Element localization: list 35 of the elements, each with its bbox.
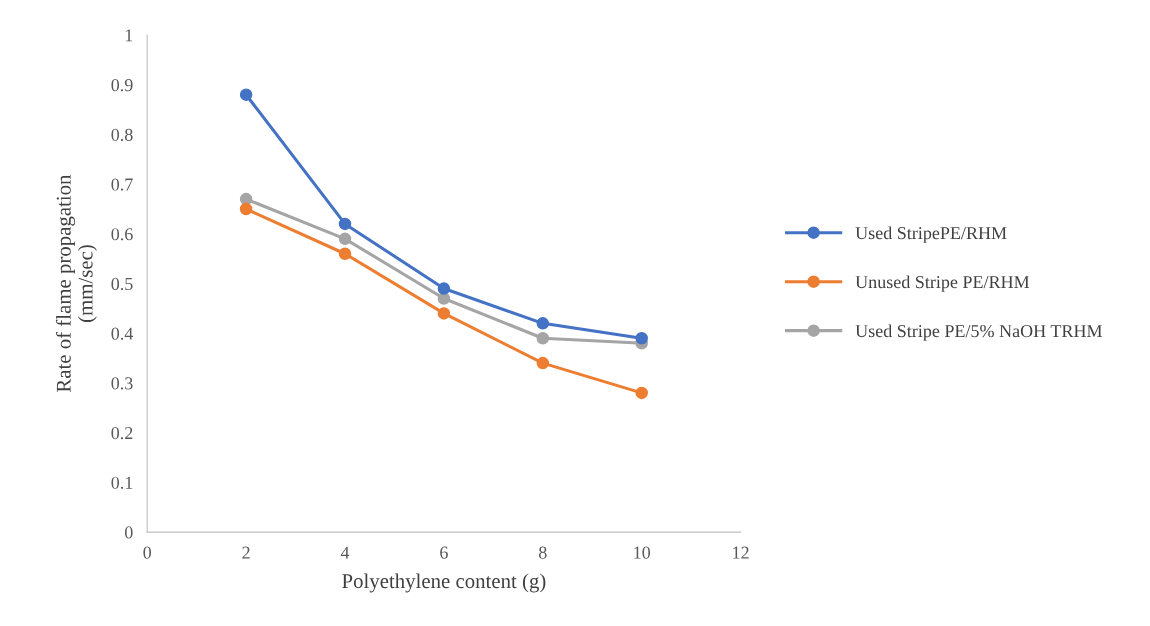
x-tick-label: 10 [634, 546, 651, 559]
point [239, 202, 253, 216]
x-axis-title: Polyethylene content (g) [342, 573, 546, 593]
y-tick-label: 0.9 [111, 79, 133, 92]
y-tick-label: 0 [124, 526, 133, 539]
y-tick-label: 0.2 [111, 426, 133, 440]
point [536, 332, 550, 345]
y-tick-label: 0.8 [111, 128, 133, 141]
x-tick-label: 12 [733, 546, 749, 559]
y-tick-label: 0.1 [111, 476, 133, 489]
point [338, 217, 352, 231]
y-tick-label: 0.5 [111, 277, 133, 291]
point [635, 386, 648, 400]
y-tick-label: 0.3 [111, 377, 133, 390]
x-tick-label: 0 [143, 546, 152, 559]
legend-label: Unused Stripe PE/RHM [855, 275, 1030, 292]
y-tick-label: 1 [125, 29, 133, 42]
point [437, 307, 451, 320]
point [635, 332, 648, 345]
point [338, 232, 352, 246]
point [536, 356, 550, 370]
y-tick-label: 0.7 [111, 178, 133, 191]
x-tick-label: 2 [242, 546, 250, 559]
x-tick-label: 6 [440, 546, 448, 559]
y-tick-label: 0.6 [111, 228, 133, 241]
y-tick-label: 0.4 [111, 327, 134, 340]
y-axis-title: Rate of flame propagation (mm/sec) [55, 174, 97, 393]
x-tick-label: 4 [340, 546, 350, 559]
legend-label: Used Stripe PE/5% NaOH TRHM [855, 324, 1103, 341]
x-tick-label: 8 [538, 546, 547, 559]
point [338, 247, 352, 261]
legend-label: Used StripePE/RHM [855, 226, 1007, 243]
point [239, 88, 253, 101]
point [437, 282, 451, 295]
point [536, 317, 550, 330]
